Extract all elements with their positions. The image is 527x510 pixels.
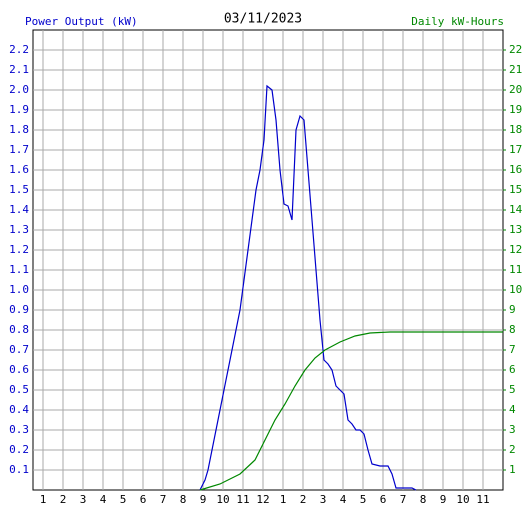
x-tick-label: 12 — [256, 493, 269, 506]
y2-tick-label: 20 — [509, 83, 522, 96]
y-tick-label: 0.2 — [9, 443, 29, 456]
x-tick-label: 4 — [340, 493, 347, 506]
y2-tick-label: 16 — [509, 163, 522, 176]
x-tick-label: 9 — [440, 493, 447, 506]
x-tick-label: 11 — [236, 493, 249, 506]
plot-frame — [32, 29, 504, 491]
x-tick-label: 1 — [280, 493, 287, 506]
x-tick-label: 2 — [300, 493, 307, 506]
y-tick-label: 0.9 — [9, 303, 29, 316]
y2-tick-label: 6 — [509, 363, 516, 376]
y-tick-label: 0.8 — [9, 323, 29, 336]
series-line — [199, 84, 417, 491]
chart-title: 03/11/2023 — [224, 12, 302, 27]
y-tick-label: 0.7 — [9, 343, 29, 356]
x-tick-label: 7 — [160, 493, 167, 506]
y-tick-label: 0.1 — [9, 463, 29, 476]
x-tick-label: 5 — [120, 493, 127, 506]
y2-tick-label: 22 — [509, 43, 522, 56]
y-tick-label: 1.7 — [9, 143, 29, 156]
y-tick-label: 1.8 — [9, 123, 29, 136]
y2-tick-label: 4 — [509, 403, 516, 416]
y2-tick-label: 9 — [509, 303, 516, 316]
y2-tick-label: 14 — [509, 203, 523, 216]
y2-tick-label: 7 — [509, 343, 516, 356]
y2-tick-label: 11 — [509, 263, 522, 276]
x-tick-label: 8 — [180, 493, 187, 506]
y-tick-label: 2.1 — [9, 63, 29, 76]
x-tick-label: 5 — [360, 493, 367, 506]
x-tick-label: 10 — [216, 493, 229, 506]
y-tick-label: 0.3 — [9, 423, 29, 436]
y2-tick-label: 1 — [509, 463, 516, 476]
x-tick-label: 3 — [320, 493, 327, 506]
y-tick-label: 2.0 — [9, 83, 29, 96]
y2-tick-label: 2 — [509, 443, 516, 456]
y-tick-label: 1.0 — [9, 283, 29, 296]
y-tick-label: 1.3 — [9, 223, 29, 236]
y-tick-label: 1.2 — [9, 243, 29, 256]
y2-tick-label: 3 — [509, 423, 516, 436]
y2-tick-label: 8 — [509, 323, 516, 336]
y-axis-label: Power Output (kW) — [25, 15, 138, 28]
x-tick-label: 6 — [140, 493, 147, 506]
y2-tick-label: 13 — [509, 223, 522, 236]
x-tick-label: 10 — [456, 493, 469, 506]
x-tick-label: 11 — [476, 493, 489, 506]
y2-axis-label: Daily kW-Hours — [411, 15, 504, 28]
y-tick-label: 0.4 — [9, 403, 29, 416]
y2-tick-label: 12 — [509, 243, 522, 256]
x-tick-label: 3 — [80, 493, 87, 506]
y2-tick-label: 18 — [509, 123, 522, 136]
x-tick-label: 9 — [200, 493, 207, 506]
x-tick-label: 2 — [60, 493, 67, 506]
x-tick-label: 4 — [100, 493, 107, 506]
x-tick-label: 1 — [40, 493, 47, 506]
y2-tick-label: 5 — [509, 383, 516, 396]
x-tick-label: 7 — [400, 493, 407, 506]
y-tick-label: 0.6 — [9, 363, 29, 376]
y-tick-label: 2.2 — [9, 43, 29, 56]
y-tick-label: 1.5 — [9, 183, 29, 196]
x-tick-label: 8 — [420, 493, 427, 506]
y-tick-label: 1.1 — [9, 263, 29, 276]
y2-tick-label: 21 — [509, 63, 522, 76]
y-tick-label: 1.9 — [9, 103, 29, 116]
y2-tick-label: 19 — [509, 103, 522, 116]
x-tick-label: 6 — [380, 493, 387, 506]
y2-tick-label: 17 — [509, 143, 522, 156]
y2-tick-label: 15 — [509, 183, 522, 196]
y-tick-label: 0.5 — [9, 383, 29, 396]
series-line — [199, 331, 503, 491]
y-tick-label: 1.6 — [9, 163, 29, 176]
y-tick-label: 1.4 — [9, 203, 29, 216]
y2-tick-label: 10 — [509, 283, 522, 296]
